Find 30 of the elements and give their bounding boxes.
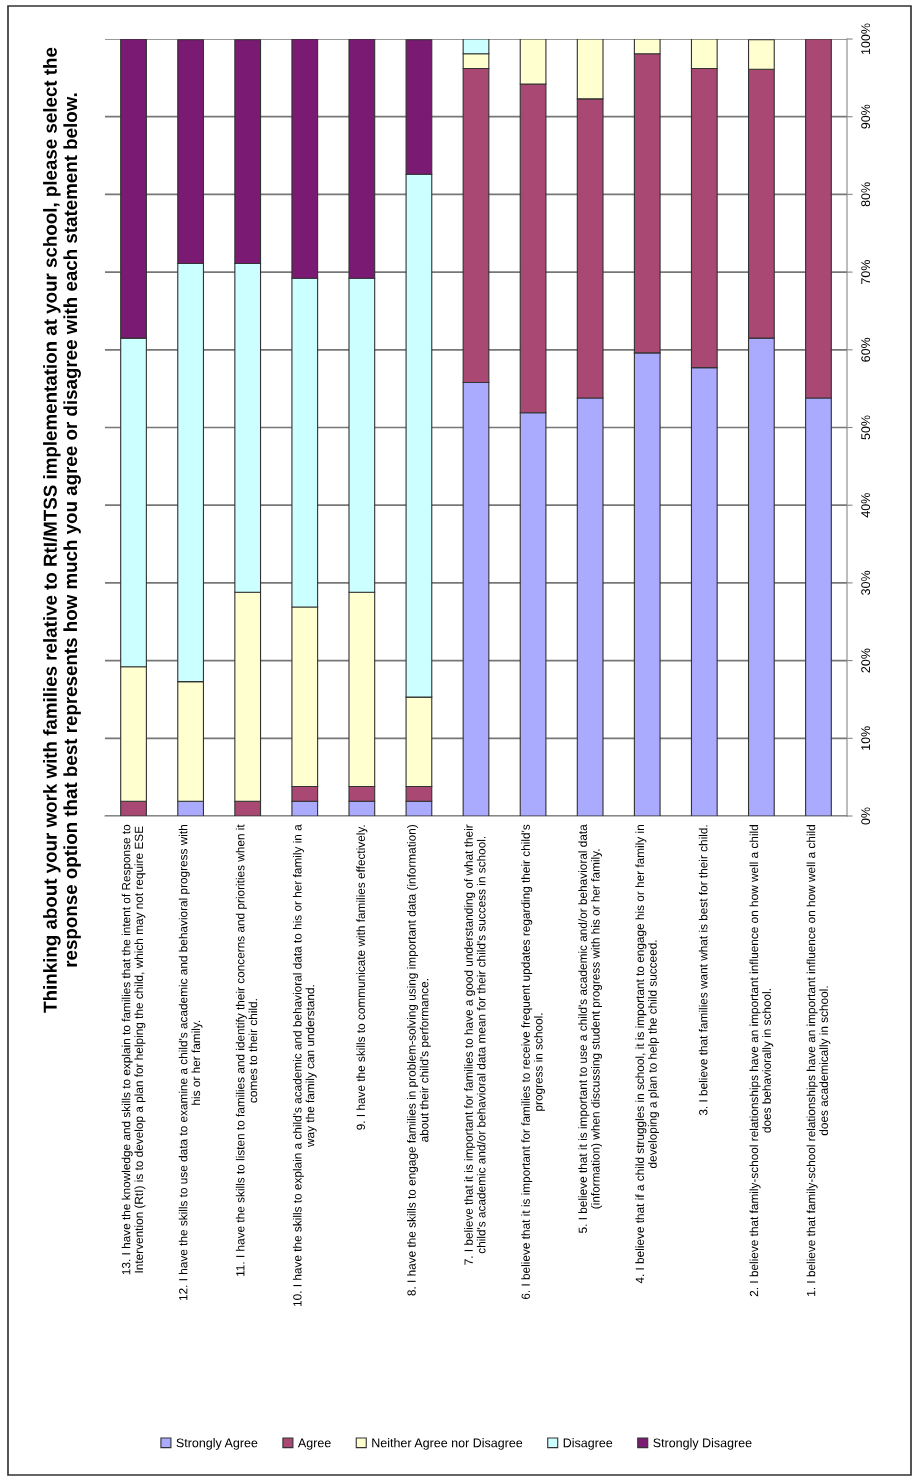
- x-tick-label: 2. I believe that family-school relationships have an important influence on how well a child does behaviorally in school.: [749, 825, 774, 1297]
- legend-label: Agree: [297, 1438, 331, 1450]
- y-tick-label: 20%: [861, 648, 871, 673]
- x-tick-label: 5. I believe that it is important to use a child's academic and/or behavioral data (information) when discussing student progress with his or her family.: [578, 824, 603, 1233]
- x-tick-label: 1. I believe that family-school relationships have an important influence on how well a child does academically in school.: [806, 825, 831, 1296]
- text: Thinking about your work with families relative to RtI/MTSS implementation at your school, please select the response option that best represents how much you agree or disagree with each statement below.: [43, 47, 81, 1013]
- y-tick-label: 100%: [861, 23, 871, 55]
- y-tick-label: 0%: [861, 807, 871, 825]
- y-tick-label: 60%: [861, 337, 871, 362]
- x-tick-label: 10. I have the skills to explain a child's academic and behavioral data to his or her family in a way the family can understand.: [292, 824, 317, 1307]
- x-tick-label: 13. I have the knowledge and skills to explain to families that the intent of Response to Intervention (RtI) is to develop a plan for helping the child, which may not require ESE: [121, 824, 146, 1275]
- x-tick-label: 9. I have the skills to communicate with families effectively.: [356, 825, 368, 1130]
- x-tick-label: 8. I have the skills to engage families in problem-solving using important data (information) about their child's performance.: [407, 825, 431, 1296]
- y-tick-label: 50%: [861, 415, 871, 440]
- y-tick-label: 90%: [861, 104, 871, 129]
- y-tick-label: 80%: [861, 182, 871, 207]
- legend-label: Strongly Agree: [176, 1438, 258, 1450]
- x-tick-label: 4. I believe that if a child struggles in school, it is important to engage his or her family in developing a plan to help the child succeed.: [635, 825, 660, 1284]
- y-tick-label: 10%: [861, 726, 871, 750]
- x-tick-label: 6. I believe that it is important for families to receive frequent updates regarding their child's progress in school.: [521, 824, 545, 1300]
- y-tick-label: 40%: [861, 493, 871, 518]
- y-tick-label: 30%: [861, 570, 871, 595]
- x-tick-label: 12. I have the skills to use data to examine a child's academic and behavioral progress with his or her family.: [178, 825, 203, 1301]
- x-tick-label: 7. I believe that it is important for families to have a good understanding of what their child's academic and/or behavioral data mean for their child's success in school.: [464, 824, 486, 1265]
- y-tick-label: 70%: [861, 260, 871, 284]
- x-tick-label: 3. I believe that families want what is best for their child.: [698, 825, 708, 1116]
- legend-label: Neither Agree nor Disagree: [372, 1438, 523, 1450]
- legend-label: Disagree: [563, 1438, 613, 1450]
- x-tick-label: 11. I have the skills to listen to families and identify their concerns and priorities when it comes to their child.: [235, 824, 258, 1276]
- legend-label: Strongly Disagree: [653, 1438, 752, 1450]
